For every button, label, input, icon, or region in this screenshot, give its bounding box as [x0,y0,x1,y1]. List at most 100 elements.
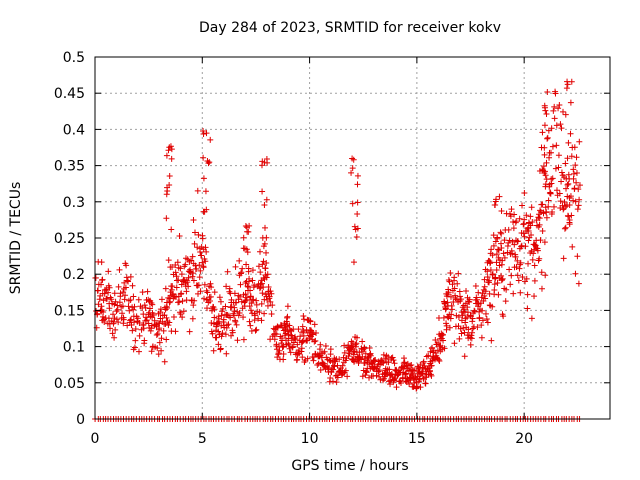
data-point [352,226,359,233]
data-point [299,338,306,345]
data-point [476,308,483,315]
data-point [510,290,517,297]
data-point [140,311,147,318]
data-point [542,107,549,114]
data-point [537,207,544,214]
data-point [111,290,118,297]
data-point [426,367,433,374]
data-point [359,373,366,380]
data-point [558,125,565,132]
data-point [129,327,136,334]
data-point [527,222,534,229]
data-point [188,257,195,264]
data-point [196,262,203,269]
data-point [492,238,499,245]
data-point [321,348,328,355]
data-point [565,139,572,146]
data-point [560,255,567,262]
data-point [177,265,184,272]
data-point [531,262,538,269]
data-point [252,327,259,334]
data-point [342,367,349,374]
data-point [227,314,234,321]
data-point [460,324,467,331]
data-point [257,269,264,276]
data-point [155,351,162,358]
chart-title: Day 284 of 2023, SRMTID for receiver kok… [199,20,501,36]
data-point [341,342,348,349]
data-point [100,308,107,315]
y-tick-label: 0.05 [54,376,85,392]
data-point [112,326,119,333]
data-point [294,341,301,348]
data-point [200,131,207,138]
data-point [255,315,262,322]
data-point [498,272,505,279]
data-point [114,306,121,313]
data-point [163,191,170,198]
data-point [252,312,259,319]
data-point [211,314,218,321]
data-point [519,274,526,281]
data-point [261,224,268,231]
data-point [522,243,529,250]
data-point [184,279,191,286]
data-point [240,314,247,321]
data-point [190,216,197,223]
data-point [108,296,115,303]
data-point [514,238,521,245]
data-point [105,289,112,296]
data-point [576,138,583,145]
data-point [562,224,569,231]
data-point [543,111,550,118]
data-point [498,207,505,214]
data-point [545,197,552,204]
data-point [229,329,236,336]
data-point [558,178,565,185]
data-point [153,332,160,339]
data-point [572,162,579,169]
data-point [445,289,452,296]
data-point [484,268,491,275]
data-point [207,136,214,143]
data-point [475,289,482,296]
data-point [268,290,275,297]
data-point [200,246,207,253]
data-point [555,105,562,112]
data-point [406,381,413,388]
data-point [259,188,266,195]
data-point [98,281,105,288]
data-point [386,366,393,373]
data-point [509,250,516,257]
data-point [198,252,205,259]
data-point [168,155,175,162]
data-point [135,296,142,303]
data-point [115,283,122,290]
data-point [166,181,173,188]
data-point [156,339,163,346]
data-point [163,336,170,343]
data-point [525,260,532,267]
data-point [550,107,557,114]
data-point [491,286,498,293]
data-point [380,351,387,358]
data-point [447,293,454,300]
y-tick-label: 0.3 [63,195,85,211]
data-point [127,273,134,280]
data-point [461,353,468,360]
data-point [189,273,196,280]
data-point [172,262,179,269]
data-point [247,322,254,329]
data-point [422,380,429,387]
data-point [109,330,116,337]
data-point [390,357,397,364]
data-point [341,349,348,356]
data-point [504,249,511,256]
data-point [240,234,247,241]
data-point [472,283,479,290]
data-point [550,203,557,210]
data-point [200,154,207,161]
data-point [564,181,571,188]
data-point [123,262,130,269]
data-point [575,186,582,193]
